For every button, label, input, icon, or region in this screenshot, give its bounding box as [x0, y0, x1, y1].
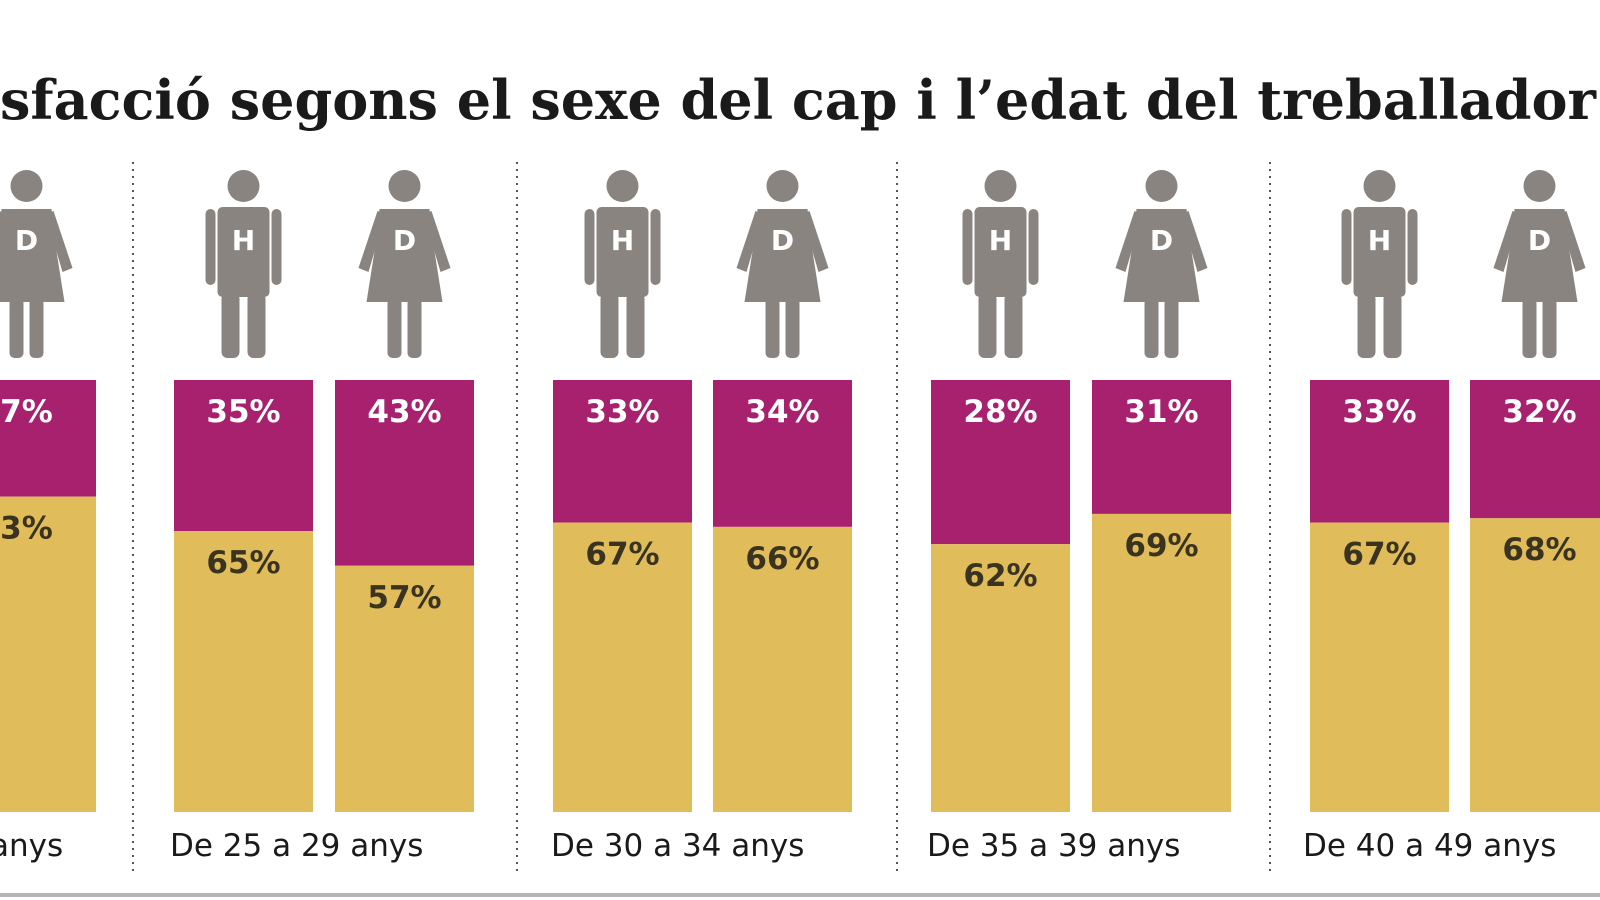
- data-label-satisfied: 62%: [963, 558, 1037, 594]
- bar-segment-satisfied: [335, 565, 474, 812]
- bar-segment-satisfied: [1092, 513, 1231, 812]
- bar-segment-dissatisfied: [1470, 380, 1600, 519]
- bar-segment-dissatisfied: [174, 380, 313, 532]
- data-label-dissatisfied: 43%: [367, 394, 441, 430]
- bar-segment-satisfied: [713, 526, 852, 812]
- data-label-dissatisfied: 33%: [585, 394, 659, 430]
- bar-segment-dissatisfied: [0, 380, 96, 497]
- sex-letter: D: [15, 224, 38, 257]
- data-label-satisfied: 57%: [367, 580, 441, 616]
- data-label-dissatisfied: 7%: [0, 394, 53, 430]
- data-label-satisfied: 67%: [1342, 537, 1416, 573]
- group-label: De 40 a 49 anys: [1303, 828, 1556, 864]
- man-icon: [584, 170, 661, 358]
- data-label-dissatisfied: 32%: [1502, 394, 1576, 430]
- bar-segment-dissatisfied: [335, 380, 474, 566]
- sex-letter: D: [1150, 224, 1173, 257]
- bar-segment-satisfied: [174, 531, 313, 812]
- man-icon: [205, 170, 282, 358]
- sex-letter: D: [393, 224, 416, 257]
- woman-icon: [1115, 170, 1208, 358]
- sex-letter: H: [611, 224, 634, 257]
- sex-letter: D: [771, 224, 794, 257]
- bar-segment-dissatisfied: [1092, 380, 1231, 514]
- bar-segment-satisfied: [931, 544, 1070, 812]
- group-label: De 25 a 29 anys: [170, 828, 423, 864]
- data-label-satisfied: 66%: [745, 541, 819, 577]
- data-label-satisfied: 65%: [206, 545, 280, 581]
- bar-segment-satisfied: [1470, 518, 1600, 812]
- data-label-dissatisfied: 33%: [1342, 394, 1416, 430]
- group-label: anys: [0, 828, 63, 864]
- data-label-dissatisfied: 35%: [206, 394, 280, 430]
- data-label-dissatisfied: 31%: [1124, 394, 1198, 430]
- woman-icon: [736, 170, 829, 358]
- sex-letter: D: [1528, 224, 1551, 257]
- bottom-rule: [0, 893, 1600, 897]
- group-label: De 30 a 34 anys: [551, 828, 804, 864]
- bar-segment-satisfied: [1310, 522, 1449, 812]
- bar-segment-satisfied: [553, 522, 692, 812]
- woman-icon: [358, 170, 451, 358]
- data-label-satisfied: 69%: [1124, 528, 1198, 564]
- bar-segment-dissatisfied: [931, 380, 1070, 545]
- sex-letter: H: [1368, 224, 1391, 257]
- bar-segment-satisfied: [0, 496, 96, 812]
- data-label-dissatisfied: 34%: [745, 394, 819, 430]
- data-label-dissatisfied: 28%: [963, 394, 1037, 430]
- bar-segment-dissatisfied: [1310, 380, 1449, 523]
- data-label-satisfied: 67%: [585, 537, 659, 573]
- bar-segment-dissatisfied: [553, 380, 692, 523]
- man-icon: [1341, 170, 1418, 358]
- data-label-satisfied: 68%: [1502, 532, 1576, 568]
- man-icon: [962, 170, 1039, 358]
- woman-icon: [0, 170, 73, 358]
- group-label: De 35 a 39 anys: [927, 828, 1180, 864]
- data-label-satisfied: 3%: [0, 511, 53, 547]
- bar-segment-dissatisfied: [713, 380, 852, 527]
- sex-letter: H: [232, 224, 255, 257]
- woman-icon: [1493, 170, 1586, 358]
- chart-title: sfacció segons el sexe del cap i l’edat …: [0, 68, 1596, 132]
- sex-letter: H: [989, 224, 1012, 257]
